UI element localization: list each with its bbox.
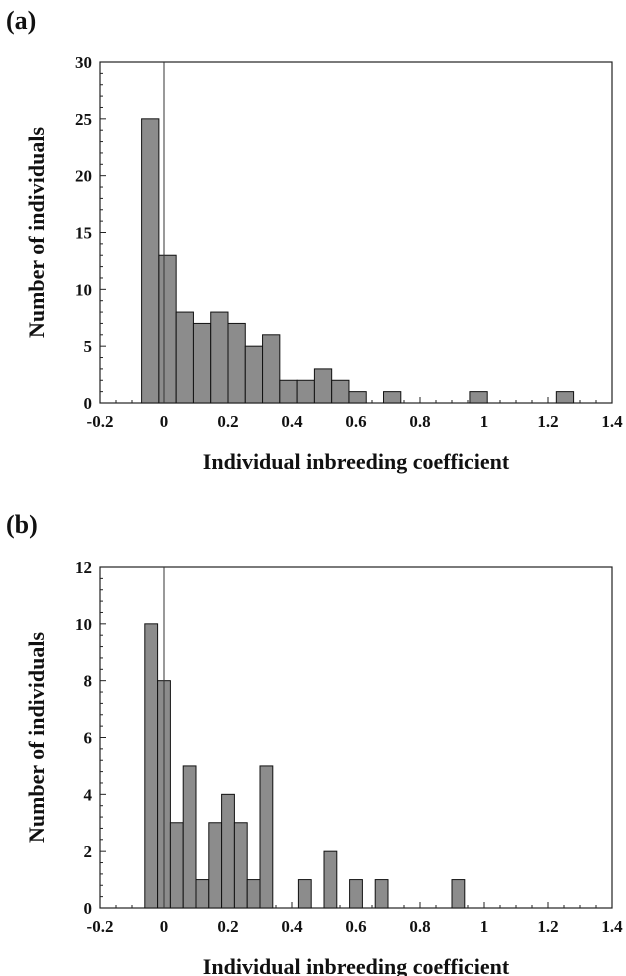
- histogram-bar: [210, 311, 229, 404]
- y-tick-label: 4: [84, 785, 93, 804]
- x-tick-label: 1: [480, 412, 489, 431]
- x-tick-label: 0.8: [409, 412, 430, 431]
- y-axis-title: Number of individuals: [24, 127, 49, 339]
- histogram-bar: [259, 765, 274, 909]
- y-axis-title: Number of individuals: [24, 632, 49, 844]
- x-tick-label: -0.2: [87, 917, 114, 936]
- histogram-bar: [374, 879, 389, 909]
- histogram-bar: [144, 623, 159, 909]
- y-tick-label: 20: [75, 167, 92, 186]
- histogram-bar: [195, 879, 210, 909]
- x-tick-label: 1.4: [601, 917, 623, 936]
- x-tick-label: 0.6: [345, 917, 366, 936]
- y-tick-label: 0: [84, 899, 93, 918]
- x-tick-label: 1.2: [537, 917, 558, 936]
- histogram-bar: [348, 391, 367, 404]
- histogram-bar: [246, 879, 261, 909]
- x-tick-label: 0.4: [281, 412, 303, 431]
- histogram-bar: [469, 391, 488, 404]
- histogram-bar: [141, 118, 160, 404]
- y-tick-label: 6: [84, 729, 93, 748]
- x-tick-label: 0.8: [409, 917, 430, 936]
- panel-b-label: (b): [6, 510, 38, 539]
- y-tick-label: 12: [75, 558, 92, 577]
- x-tick-label: 0.6: [345, 412, 366, 431]
- histogram-bar: [244, 345, 264, 404]
- histogram-bar: [158, 254, 177, 404]
- x-tick-label: 1.4: [601, 412, 623, 431]
- histogram-bar: [279, 379, 298, 404]
- y-tick-label: 10: [75, 280, 92, 299]
- histogram-bar: [297, 879, 312, 909]
- histogram-bar: [262, 334, 281, 404]
- x-tick-label: 0: [160, 412, 169, 431]
- x-tick-label: 0.2: [217, 917, 238, 936]
- histogram-bar: [323, 850, 338, 909]
- histogram-bar: [349, 879, 363, 909]
- x-tick-label: 0: [160, 917, 169, 936]
- y-tick-label: 15: [75, 224, 92, 243]
- y-tick-label: 5: [84, 337, 93, 356]
- histogram-bar: [383, 391, 402, 404]
- y-tick-label: 0: [84, 394, 93, 413]
- x-tick-label: 1: [480, 917, 489, 936]
- y-tick-label: 25: [75, 110, 92, 129]
- x-axis-title: Individual inbreeding coefficient: [203, 449, 510, 474]
- x-tick-label: 1.2: [537, 412, 558, 431]
- histogram-bar: [221, 793, 235, 909]
- histogram-bar: [227, 322, 246, 404]
- histogram-bar: [331, 379, 350, 404]
- x-tick-label: -0.2: [87, 412, 114, 431]
- x-axis-title: Individual inbreeding coefficient: [203, 954, 510, 976]
- histogram-bar: [169, 822, 184, 909]
- histogram-bar: [296, 379, 315, 404]
- y-tick-label: 8: [84, 672, 93, 691]
- histogram-bar: [208, 822, 223, 909]
- histogram-bar: [182, 765, 197, 909]
- y-tick-label: 30: [75, 53, 92, 72]
- y-tick-label: 10: [75, 615, 92, 634]
- histogram-bar: [175, 311, 194, 404]
- panel-a-label: (a): [6, 6, 37, 35]
- histogram-bar: [451, 879, 466, 909]
- y-tick-label: 2: [84, 842, 93, 861]
- x-tick-label: 0.2: [217, 412, 238, 431]
- histogram-bar: [555, 391, 575, 404]
- histogram-bar: [313, 368, 333, 404]
- x-tick-label: 0.4: [281, 917, 303, 936]
- histogram-bar: [233, 822, 248, 909]
- histogram-bar: [192, 322, 212, 404]
